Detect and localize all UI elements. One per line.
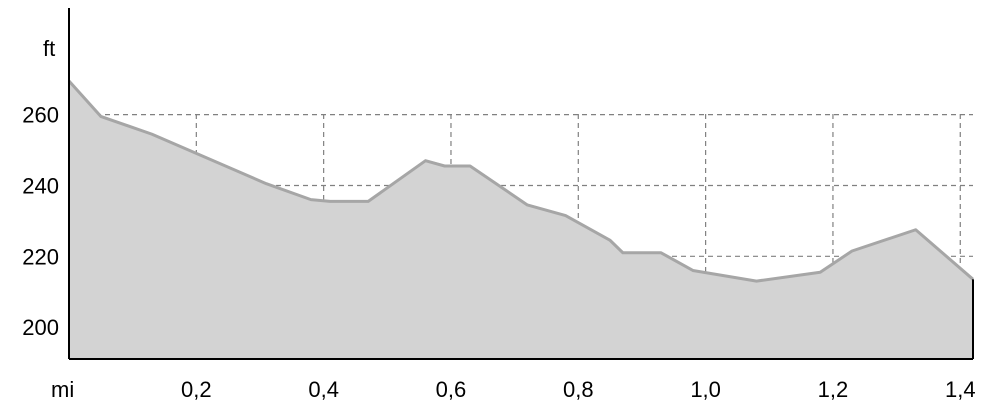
area-layer — [67, 79, 974, 359]
x-tick-label: 0,2 — [181, 377, 212, 401]
x-tick-label: 1,2 — [818, 377, 849, 401]
x-tick-label: 1,4 — [945, 377, 976, 401]
y-tick-label: 240 — [22, 173, 59, 198]
label-layer: ft mi 200 220 240 260 0,2 0,4 0,6 0,8 1,0 1,2 1,4 — [22, 36, 975, 401]
y-axis-unit-label: ft — [43, 36, 55, 61]
axis-layer — [68, 8, 974, 360]
x-axis-unit-label: mi — [51, 377, 74, 401]
x-tick-label: 0,4 — [308, 377, 339, 401]
y-tick-label: 260 — [22, 103, 59, 128]
x-tick-label: 0,8 — [563, 377, 594, 401]
y-tick-label: 220 — [22, 244, 59, 269]
y-tick-label: 200 — [22, 315, 59, 340]
elevation-line — [67, 79, 974, 283]
x-tick-label: 1,0 — [690, 377, 721, 401]
x-tick-label: 0,6 — [436, 377, 467, 401]
elevation-area — [69, 81, 973, 359]
